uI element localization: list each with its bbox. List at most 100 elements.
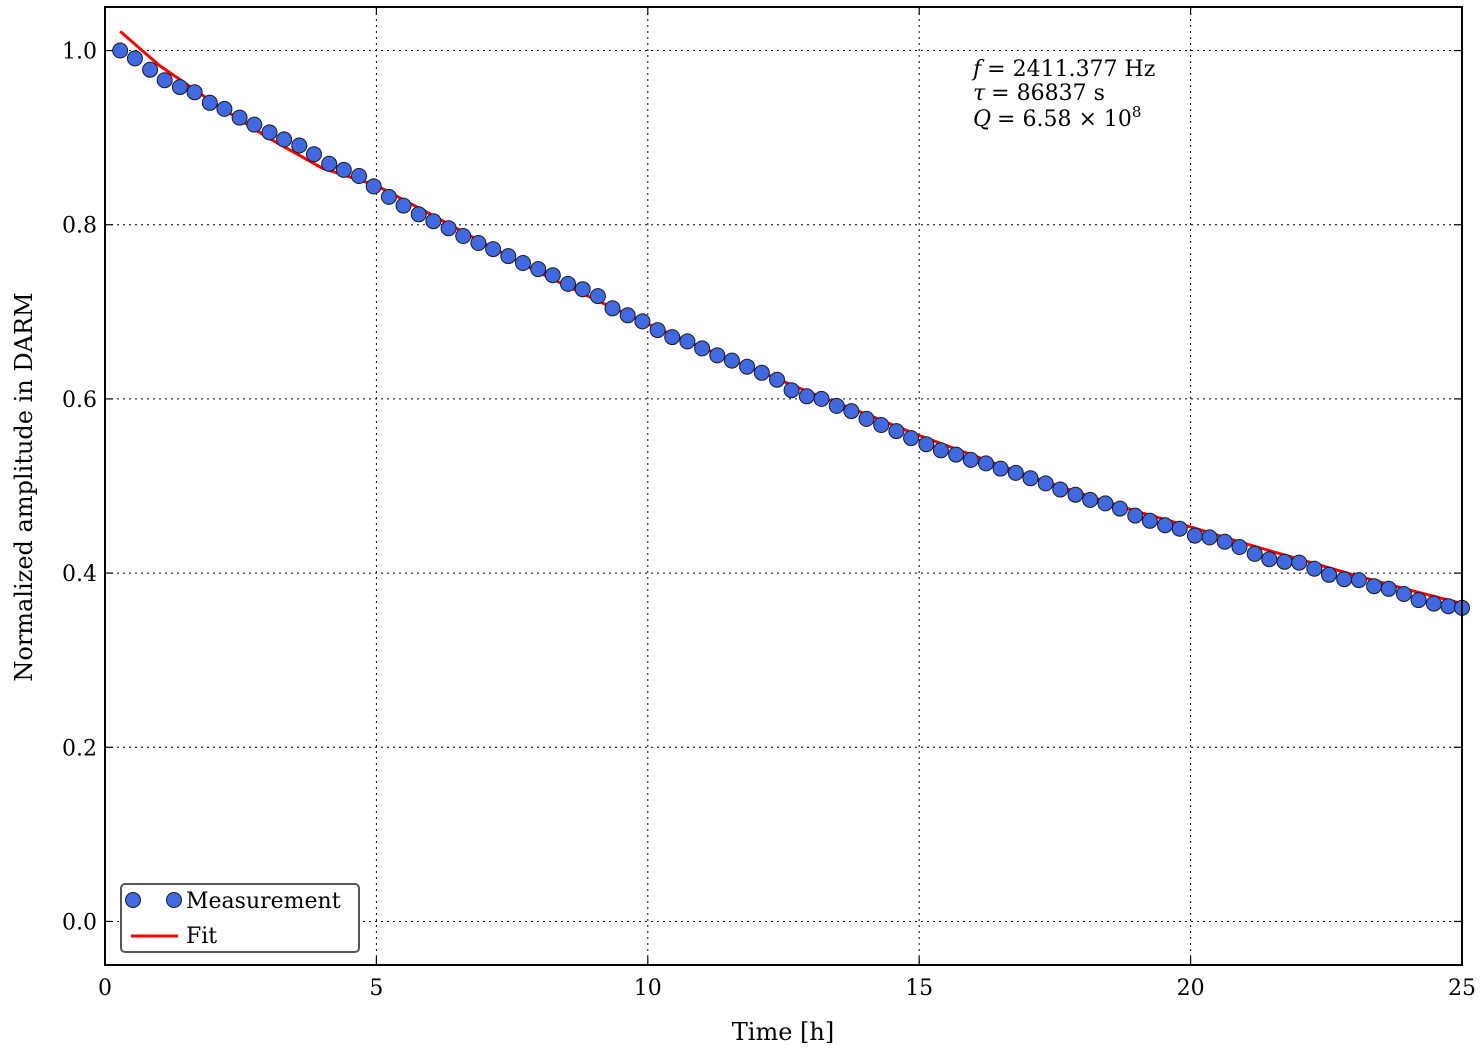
measurement-point [1186, 527, 1203, 544]
measurement-point [1112, 500, 1128, 517]
measurement-point [1201, 529, 1218, 546]
measurement-point [1336, 571, 1353, 588]
measurement-point [1141, 512, 1158, 529]
measurement-point [1440, 598, 1457, 615]
measurement-point [1007, 464, 1024, 481]
measurement-point [380, 188, 397, 205]
measurement-point [156, 72, 173, 89]
y-axis-label: Normalized amplitude in DARM [10, 292, 38, 681]
measurement-point [948, 446, 965, 463]
measurement-point [1321, 566, 1337, 583]
y-tick-label: 1.0 [62, 40, 97, 65]
frequency-annotation: f = 2411.377 Hz [971, 57, 1155, 82]
measurement-point [769, 371, 785, 388]
tau-annotation: τ = 86837 s [973, 81, 1105, 106]
measurement-point [649, 322, 666, 339]
q-value: = 6.58 × 10 [997, 107, 1132, 132]
y-tick-label: 0.8 [62, 214, 97, 239]
measurement-point [709, 347, 726, 364]
measurement-point [574, 281, 591, 298]
measurement-point [828, 397, 845, 414]
measurement-point [485, 241, 502, 258]
measurement-point [1380, 580, 1397, 597]
legend-measurement-marker-right [166, 892, 182, 908]
measurement-point [1127, 507, 1144, 524]
measurement-point [813, 390, 830, 407]
measurement-point [679, 333, 696, 350]
measurement-point [440, 220, 457, 237]
measurement-point [1350, 572, 1367, 589]
plot-frame [104, 6, 1463, 966]
measurement-point [843, 403, 860, 420]
measurement-point [142, 61, 159, 78]
measurement-point [962, 451, 979, 468]
measurement-point [978, 455, 994, 472]
measurement-point [201, 94, 218, 111]
measurement-point [619, 307, 636, 324]
measurement-point [1231, 539, 1248, 555]
x-tick-label: 5 [369, 976, 383, 1001]
measurement-point [932, 442, 949, 459]
x-tick-label: 10 [634, 976, 662, 1001]
measurement-point [1395, 586, 1412, 602]
measurement-point [351, 168, 367, 184]
measurement-point [723, 352, 740, 369]
measurement-point [395, 197, 412, 214]
measurement-point [410, 206, 427, 223]
measurement-point [1261, 551, 1278, 568]
measurement-point [1216, 533, 1233, 550]
measurement-point [470, 235, 487, 251]
x-tick-label: 25 [1448, 976, 1476, 1001]
measurement-point [112, 42, 129, 59]
measurement-point [321, 155, 338, 172]
legend-measurement-label: Measurement [186, 889, 341, 914]
measurement-series [112, 42, 1470, 616]
measurement-point [515, 255, 531, 271]
legend: Measurement Fit [120, 883, 360, 953]
measurement-point [171, 79, 188, 96]
y-tick-label: 0.6 [62, 388, 97, 413]
q-annotation: Q = 6.58 × 108 [973, 103, 1141, 132]
measurement-point [500, 248, 517, 265]
measurement-point [276, 131, 293, 148]
x-tick-label: 0 [98, 976, 112, 1001]
grid [105, 7, 1462, 965]
y-tick-label: 0.4 [62, 562, 97, 587]
measurement-point [873, 417, 890, 433]
measurement-point [530, 261, 547, 278]
measurement-point [694, 340, 711, 357]
measurement-point [1425, 595, 1442, 612]
q-exponent: 8 [1132, 103, 1142, 121]
measurement-point [858, 410, 875, 427]
measurement-point [335, 161, 352, 178]
q-symbol: Q [973, 107, 991, 132]
tick-labels: 0 5 10 15 20 25 0.0 0.2 0.4 0.6 0.8 1.0 [62, 40, 1476, 1001]
measurement-point [739, 358, 756, 375]
measurement-point [634, 313, 651, 330]
measurement-point [783, 382, 800, 399]
measurement-point [425, 213, 442, 230]
measurement-point [544, 267, 561, 284]
x-axis-label: Time [h] [732, 1018, 834, 1046]
measurement-point [455, 228, 472, 244]
measurement-point [1291, 554, 1308, 571]
measurement-point [798, 388, 815, 405]
tau-symbol: τ [973, 81, 986, 106]
measurement-point [365, 178, 382, 195]
measurement-point [992, 460, 1009, 477]
measurement-point [1052, 481, 1069, 498]
measurement-point [186, 84, 203, 101]
measurement-point [1410, 592, 1427, 609]
legend-fit-label: Fit [186, 924, 217, 949]
measurement-point [604, 300, 621, 317]
measurement-point [216, 100, 233, 117]
measurement-point [1067, 486, 1084, 503]
measurement-point [1306, 560, 1323, 577]
tau-value: = 86837 s [991, 81, 1105, 106]
measurement-point [1246, 545, 1263, 562]
measurement-point [306, 146, 322, 163]
measurement-point [903, 430, 920, 447]
measurement-point [664, 329, 681, 346]
